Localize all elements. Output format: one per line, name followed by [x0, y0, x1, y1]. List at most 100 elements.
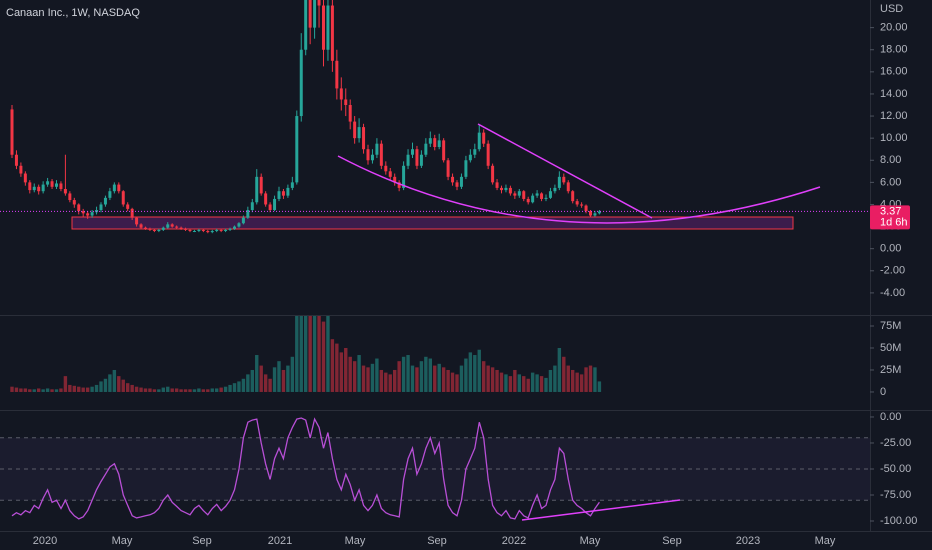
- candle-body: [562, 176, 566, 183]
- x-tick-label: May: [345, 535, 366, 547]
- candle-body: [250, 202, 254, 210]
- x-tick-label: May: [815, 535, 836, 547]
- candle-body: [19, 165, 23, 174]
- candle-body: [393, 176, 397, 183]
- candle-body: [192, 231, 196, 232]
- volume-bar: [495, 369, 499, 392]
- volume-bar: [361, 365, 366, 392]
- volume-bar: [468, 352, 473, 392]
- volume-bar: [14, 387, 19, 392]
- candle-body: [335, 60, 339, 89]
- volume-bar: [344, 347, 348, 392]
- candle-body: [353, 121, 357, 139]
- volume-bar: [522, 376, 526, 392]
- volume-bar: [192, 389, 197, 392]
- trendline[interactable]: [477, 123, 653, 219]
- candle-body: [77, 204, 81, 212]
- candle-body: [589, 211, 592, 216]
- y-tick-label: 75M: [880, 320, 901, 332]
- candle-body: [508, 187, 512, 194]
- candle-body: [90, 212, 94, 216]
- volume-bar: [388, 374, 392, 392]
- volume-bar: [206, 389, 210, 392]
- candle-body: [184, 228, 188, 230]
- candle-body: [161, 227, 165, 230]
- volume-bar: [459, 365, 464, 392]
- volume-bar: [579, 374, 584, 392]
- candle-body: [388, 171, 392, 177]
- candle-body: [357, 127, 361, 139]
- volume-bar: [566, 365, 570, 392]
- candle-body: [148, 228, 152, 230]
- volume-bar: [446, 369, 450, 392]
- volume-bar: [63, 376, 68, 392]
- candle-body: [130, 208, 134, 218]
- volume-bar: [99, 381, 103, 392]
- volume-bar: [321, 321, 326, 392]
- candle-body: [428, 138, 432, 144]
- candle-body: [197, 229, 201, 231]
- volume-bar: [455, 374, 459, 392]
- volume-bar: [384, 372, 388, 392]
- candle-body: [504, 187, 508, 191]
- volume-bar: [188, 389, 192, 392]
- candle-body: [166, 224, 170, 228]
- candle-body: [330, 5, 334, 61]
- y-tick-label: -75.00: [880, 489, 911, 501]
- y-tick-label: 14.00: [880, 88, 908, 100]
- candle-body: [14, 154, 18, 166]
- y-tick-label: 20.00: [880, 22, 908, 34]
- volume-bar: [588, 365, 593, 392]
- candle-body: [290, 182, 294, 188]
- candle-body: [317, 0, 321, 6]
- volume-bar: [379, 369, 384, 392]
- williams-r-line: [11, 417, 600, 520]
- volume-bar: [170, 388, 174, 392]
- currency-label: USD: [880, 3, 903, 15]
- candle-body: [112, 184, 116, 192]
- x-tick-label: May: [580, 535, 601, 547]
- candle-body: [366, 149, 370, 161]
- volume-bar: [183, 389, 188, 392]
- volume-bar: [281, 369, 286, 392]
- volume-bar: [290, 356, 295, 392]
- curve-drawing[interactable]: [337, 155, 821, 224]
- candle-body: [597, 211, 601, 214]
- volume-bar: [419, 361, 424, 392]
- candle-body: [241, 217, 245, 224]
- y-tick-label: 50M: [880, 342, 901, 354]
- volume-bar: [477, 349, 481, 392]
- candle-body: [308, 0, 312, 28]
- volume-bar: [335, 343, 339, 392]
- x-tick-label: 2022: [502, 535, 526, 547]
- candle-body: [10, 109, 14, 155]
- volume-pane: [10, 316, 602, 392]
- volume-bar: [370, 363, 375, 392]
- support-zone[interactable]: [71, 216, 794, 230]
- trendline[interactable]: [521, 499, 681, 521]
- volume-bar: [312, 316, 317, 392]
- candle-body: [437, 140, 441, 147]
- volume-bar: [299, 316, 303, 392]
- volume-bar: [330, 339, 335, 392]
- candle-body: [544, 197, 548, 199]
- candle-body: [459, 176, 463, 187]
- volume-bar: [357, 355, 361, 392]
- candle-body: [286, 187, 290, 196]
- volume-bar: [197, 388, 201, 392]
- volume-bar: [263, 374, 268, 392]
- y-tick-label: -2.00: [880, 265, 905, 277]
- volume-bar: [108, 374, 112, 392]
- y-tick-label: 0.00: [880, 411, 901, 423]
- candle-body: [268, 204, 272, 210]
- volume-bar: [19, 388, 23, 392]
- volume-bar: [317, 316, 321, 392]
- volume-bar: [366, 367, 370, 392]
- volume-bar: [557, 347, 562, 392]
- candle-body: [28, 182, 32, 191]
- volume-bar: [68, 384, 72, 392]
- volume-bar: [81, 387, 85, 392]
- volume-bar: [152, 389, 157, 392]
